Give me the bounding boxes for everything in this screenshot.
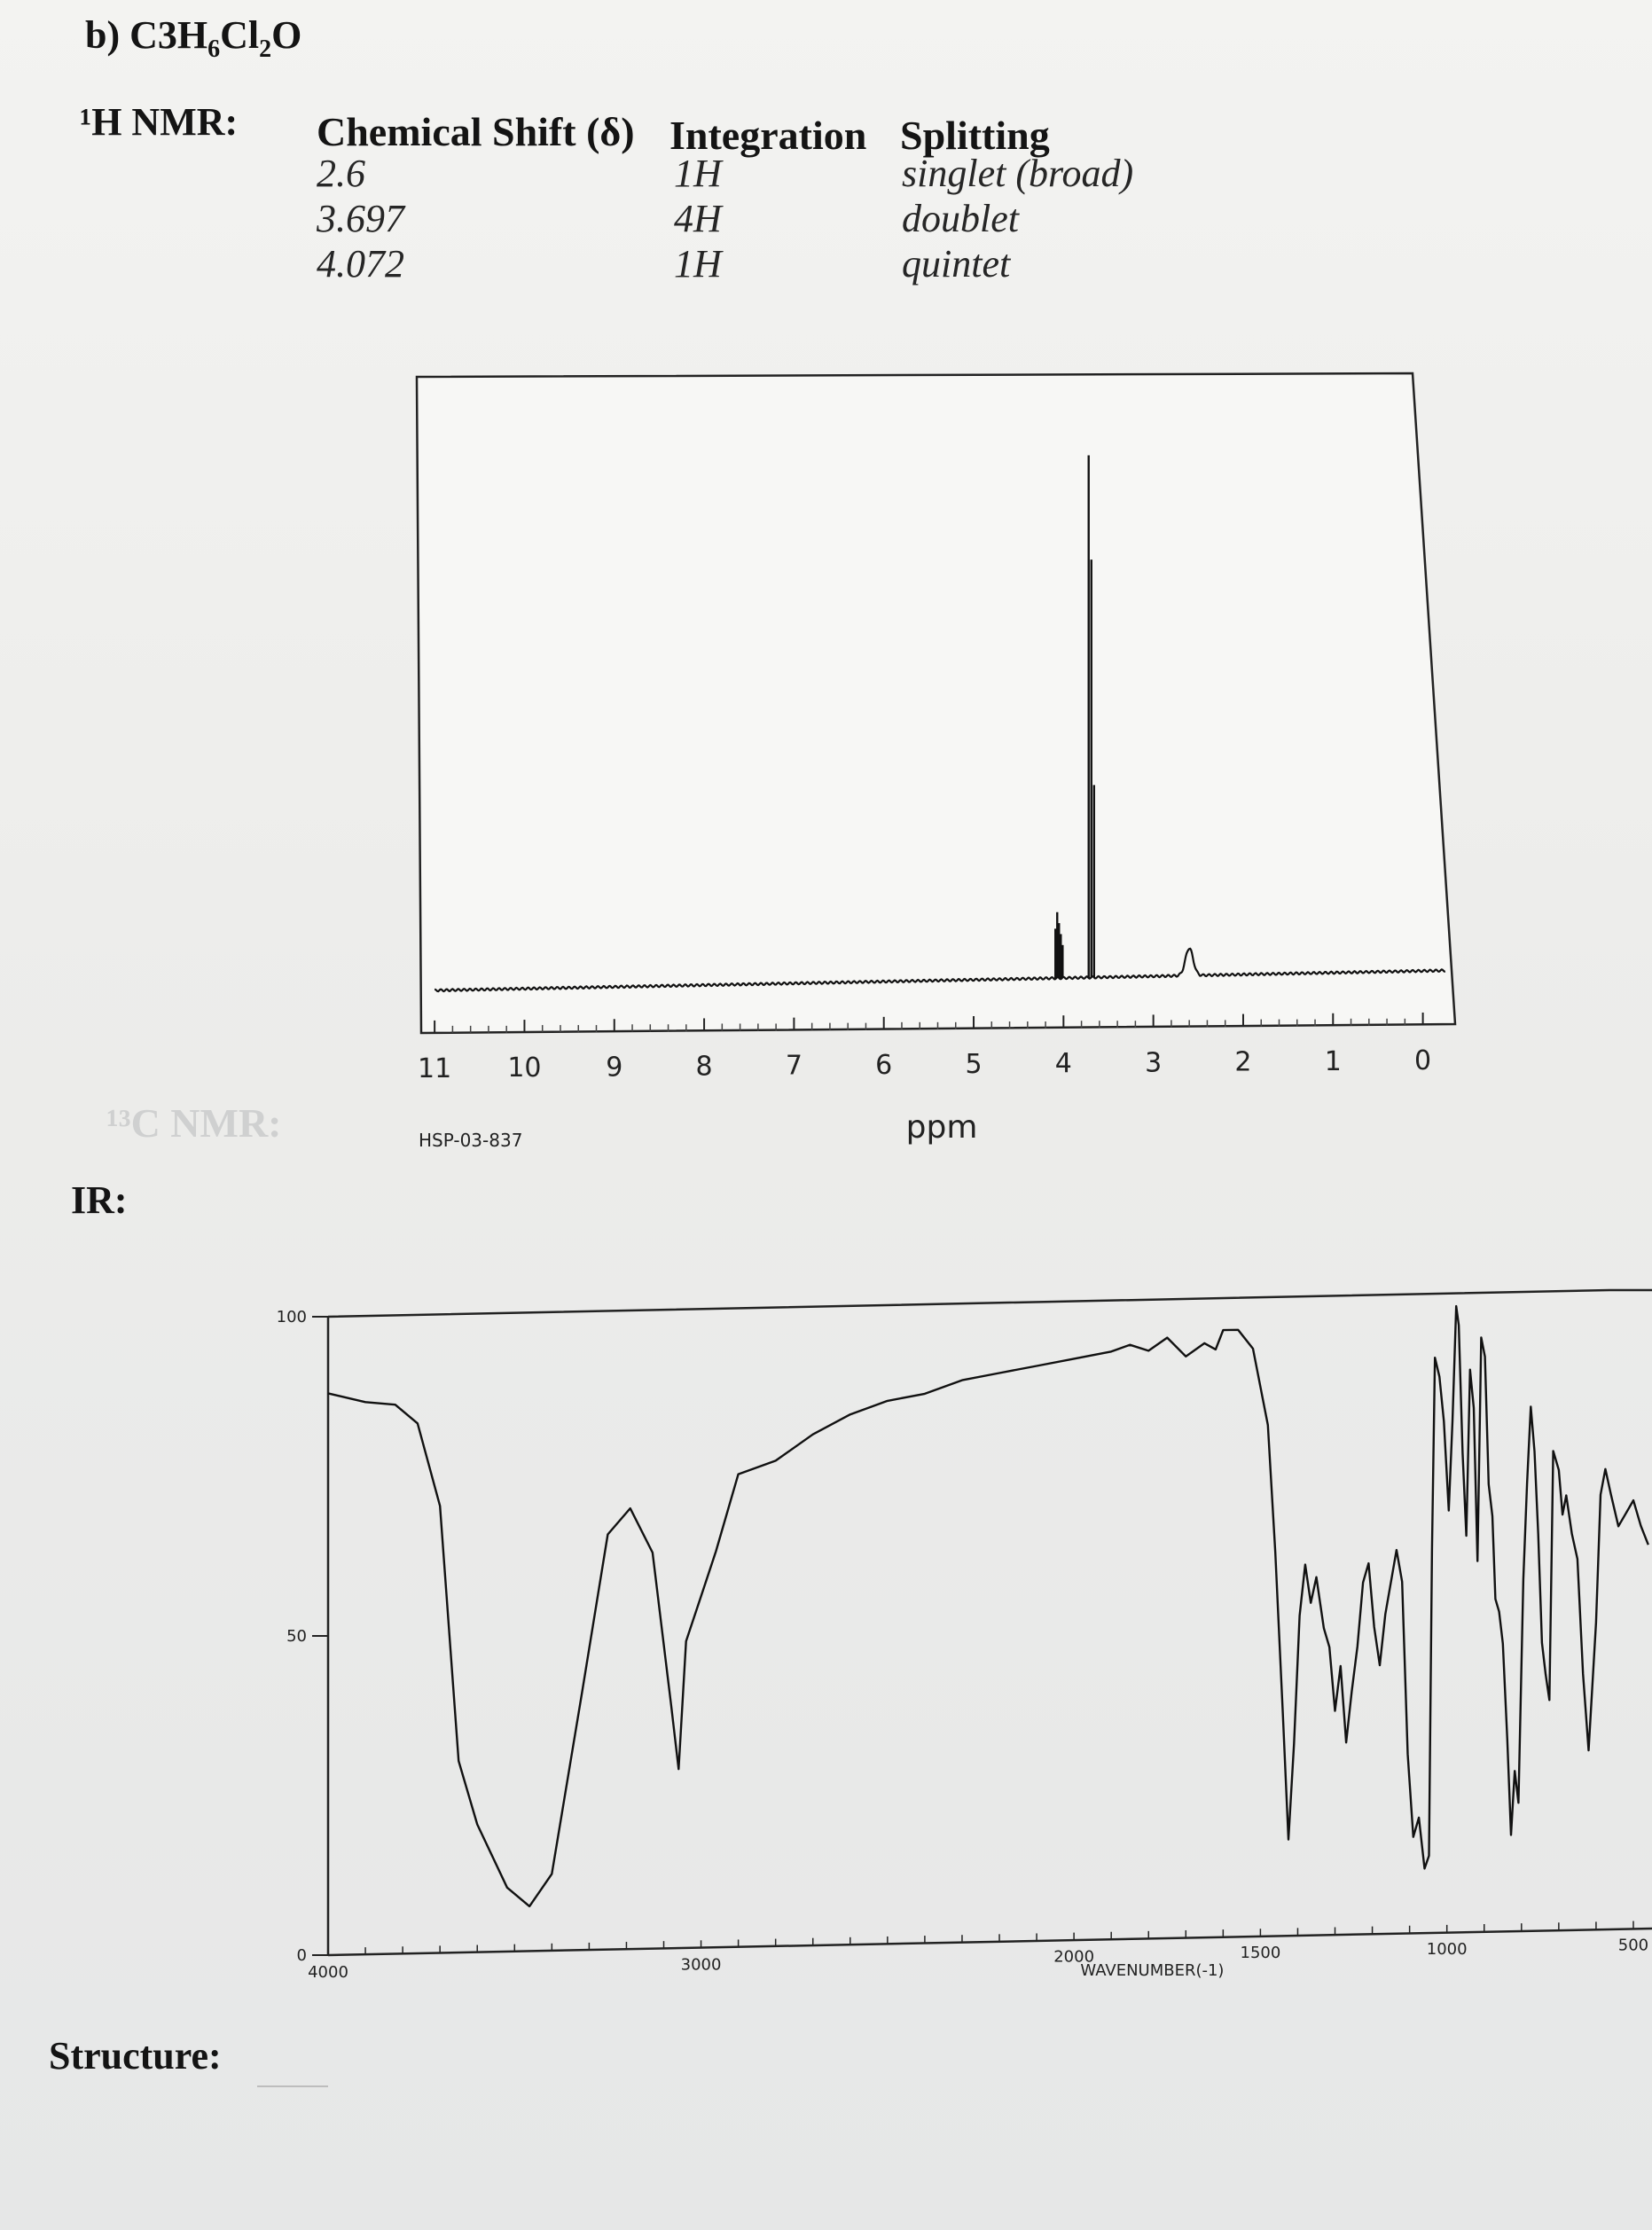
nmr-x-tick-label: 10: [507, 1052, 541, 1084]
header-splitting: Splitting: [900, 113, 1050, 158]
formula-part: O: [271, 13, 302, 57]
ir-x-tick-label: 1000: [1427, 1940, 1468, 1959]
nmr-x-axis-label: ppm: [906, 1109, 978, 1146]
nmr-x-tick-label: 8: [696, 1051, 713, 1082]
nmr-x-tick-label: 9: [606, 1052, 622, 1083]
splitting-value: singlet (broad): [902, 152, 1134, 195]
ir-chart: 0 50 100 4000 3000 2000 1500 1000 500 WAVENUMBER(…: [277, 1288, 1652, 1982]
ir-y-tick-label: 50: [286, 1627, 307, 1646]
nmr-x-tick-label: 5: [965, 1049, 982, 1080]
nmr-spectrum-line: [434, 947, 1446, 993]
integration-value: 4H: [674, 197, 722, 240]
integration-column: 1H 4H 1H: [674, 151, 722, 286]
structure-label: Structure:: [49, 2034, 222, 2077]
nmr-x-tick-label: 1: [1325, 1046, 1342, 1077]
ir-label: IR:: [71, 1178, 128, 1222]
ir-plot-frame: [327, 1288, 1652, 1318]
shift-column: 2.6 3.697 4.072: [317, 151, 404, 286]
nmr-x-tick-label: 2: [1234, 1047, 1251, 1078]
header-integration: Integration: [669, 113, 867, 158]
splitting-value: quintet: [902, 242, 1011, 286]
ir-x-tick-label: 2000: [1053, 1948, 1094, 1967]
ir-y-tick-label: 0: [297, 1946, 307, 1965]
formula-part: Cl: [220, 13, 260, 57]
problem-title: b) C3H6Cl2O: [85, 12, 301, 64]
c-nmr-label: ¹³C NMR:: [106, 1100, 282, 1146]
formula-part: 3: [157, 13, 177, 57]
molecular-formula: C3H6Cl2O: [129, 13, 302, 63]
ir-x-tick-label: 1500: [1241, 1944, 1281, 1962]
structure-answer-line: [257, 2085, 328, 2087]
ir-spectrum-line: [327, 1304, 1649, 1908]
nmr-x-tick-label: 3: [1145, 1047, 1162, 1078]
nmr-plot-frame: [415, 372, 1457, 1035]
ir-x-tick-label: 3000: [681, 1955, 722, 1974]
splitting-column: singlet (broad) doublet quintet: [902, 151, 1133, 286]
h-nmr-label: ¹H NMR:: [80, 100, 239, 144]
ir-y-tick-label: 100: [277, 1308, 307, 1326]
nmr-x-tick-label: 11: [418, 1053, 451, 1084]
splitting-value: doublet: [902, 197, 1019, 240]
formula-part: H: [176, 13, 208, 57]
integration-value: 1H: [674, 152, 722, 195]
nmr-x-tick-label: 6: [875, 1050, 892, 1081]
nmr-x-tick-label: 4: [1055, 1048, 1072, 1079]
integration-value: 1H: [674, 242, 722, 286]
formula-subscript: 2: [259, 35, 272, 63]
shift-value: 4.072: [317, 242, 404, 286]
shift-value: 3.697: [317, 197, 404, 240]
problem-label: b): [85, 13, 121, 57]
formula-part: C: [129, 13, 158, 57]
ir-plot-frame-bottom: [327, 1927, 1652, 1957]
ir-x-tick-label: 500: [1618, 1937, 1648, 1955]
header-chemical-shift: Chemical Shift (δ): [317, 109, 635, 154]
nmr-x-tick-label: 0: [1414, 1045, 1431, 1076]
nmr-x-tick-label: 7: [786, 1051, 803, 1082]
formula-subscript: 6: [207, 35, 221, 63]
nmr-spectrum-code: HSP-03-837: [419, 1130, 522, 1151]
ir-x-axis-label: WAVENUMBER(-1): [1080, 1961, 1224, 1980]
ir-x-tick-label: 4000: [308, 1963, 348, 1982]
shift-value: 2.6: [317, 152, 365, 195]
